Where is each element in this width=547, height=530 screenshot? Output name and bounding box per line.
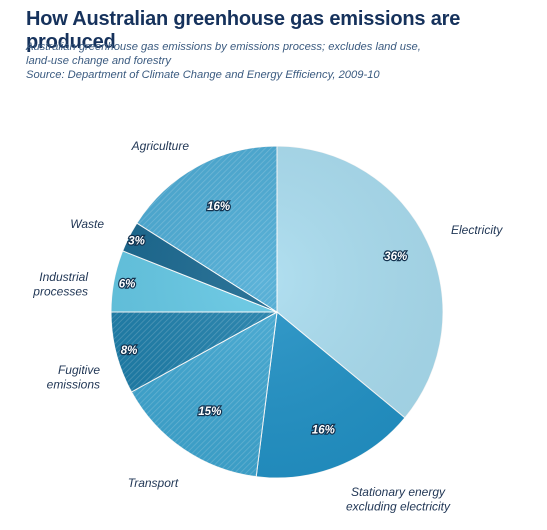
category-label-transport: Transport xyxy=(128,476,179,490)
chart-source: Source: Department of Climate Change and… xyxy=(26,69,380,81)
value-label-electricity: 36% xyxy=(384,251,407,263)
chart-subtitle: Australian greenhouse gas emissions by e… xyxy=(26,41,421,67)
value-label-industrial-processes: 6% xyxy=(119,278,136,290)
value-label-stationary-energy-excluding-electricity: 16% xyxy=(312,424,335,436)
value-label-fugitive-emissions: 8% xyxy=(121,345,138,357)
chart-title: How Australian greenhouse gas emissions … xyxy=(26,8,461,53)
category-label-waste: Waste xyxy=(70,217,104,231)
category-label-stationary-energy-excluding-electricity: Stationary energy excluding electricity xyxy=(346,485,451,514)
value-label-transport: 15% xyxy=(198,406,221,418)
category-label-industrial-processes: Industrial processes xyxy=(32,270,88,299)
category-label-fugitive-emissions: Fugitive emissions xyxy=(47,363,101,392)
value-label-waste: 3% xyxy=(128,235,145,247)
category-label-electricity: Electricity xyxy=(451,223,503,237)
category-label-agriculture: Agriculture xyxy=(131,139,190,153)
value-label-agriculture: 16% xyxy=(207,201,230,213)
